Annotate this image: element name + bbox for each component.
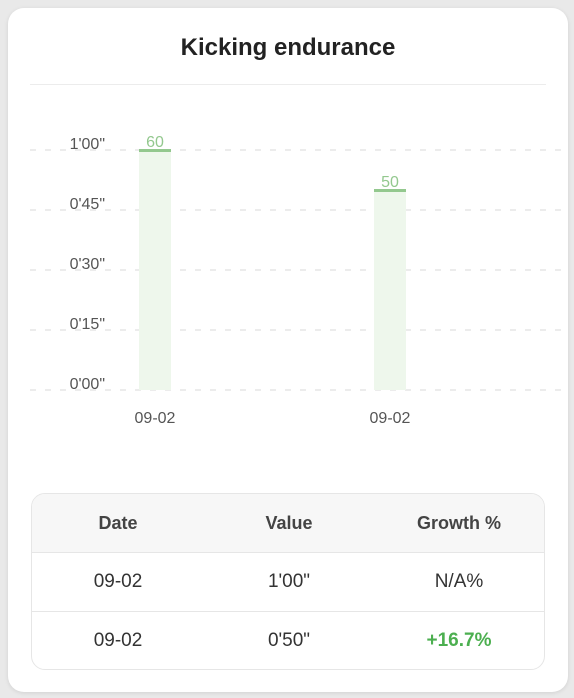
table-header: Date Value Growth % [32,494,544,553]
row-growth: N/A% [434,571,484,592]
y-tick-label: 0'30" [70,256,105,273]
y-tick-label: 0'15" [70,316,105,333]
x-tick-label: 09-02 [135,410,176,427]
y-tick-label: 0'00" [70,376,105,393]
data-table: Date Value Growth % 09-02 1'00" N/A% 09-… [31,493,545,670]
row-date: 09-02 [93,630,143,651]
table-row: 09-02 0'50" +16.7% [32,612,544,669]
title-divider [30,84,546,85]
bar-cap [139,149,171,152]
card-title: Kicking endurance [180,34,396,61]
bar [139,150,171,390]
row-value: 0'50" [267,630,311,651]
table-row: 09-02 1'00" N/A% [32,553,544,612]
row-value: 1'00" [267,571,311,592]
bar-chart-svg: 0'00" 0'15" 0'30" 0'45" 1'00" 60 09-02 50 09-02 [30,134,568,427]
header-growth: Growth % [417,512,501,533]
header-date: Date [98,512,138,533]
bar-data-label: 60 [146,134,164,151]
row-date: 09-02 [93,571,143,592]
y-tick-label: 0'45" [70,196,105,213]
row-growth: +16.7% [426,630,492,651]
y-tick-label: 1'00" [70,136,105,153]
bar-cap [374,189,406,192]
bar-data-label: 50 [381,174,399,191]
header-value: Value [265,512,313,533]
bar [374,190,406,390]
x-tick-label: 09-02 [370,410,411,427]
bar-chart: 0'00" 0'15" 0'30" 0'45" 1'00" 60 09-02 50 09-02 [8,8,568,448]
kicking-endurance-card: Kicking endurance 0'00" 0'15" 0'30" 0'45" 1'… [8,8,568,692]
